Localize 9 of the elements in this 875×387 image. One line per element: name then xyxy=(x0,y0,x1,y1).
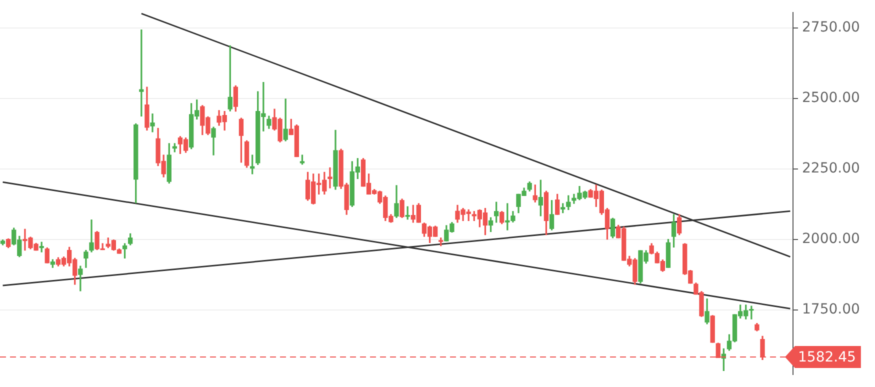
candlestick xyxy=(150,114,155,132)
y-tick-label: 2500.00 xyxy=(802,90,860,106)
y-tick-label: 2750.00 xyxy=(802,20,860,36)
candlestick xyxy=(89,220,94,252)
ref-line-label: 1582.45 xyxy=(798,350,856,366)
y-tick-label: 2250.00 xyxy=(802,160,860,176)
y-tick-label: 1750.00 xyxy=(802,301,860,318)
candlestick xyxy=(328,167,332,188)
y-tick-label: 2000.00 xyxy=(802,230,860,247)
